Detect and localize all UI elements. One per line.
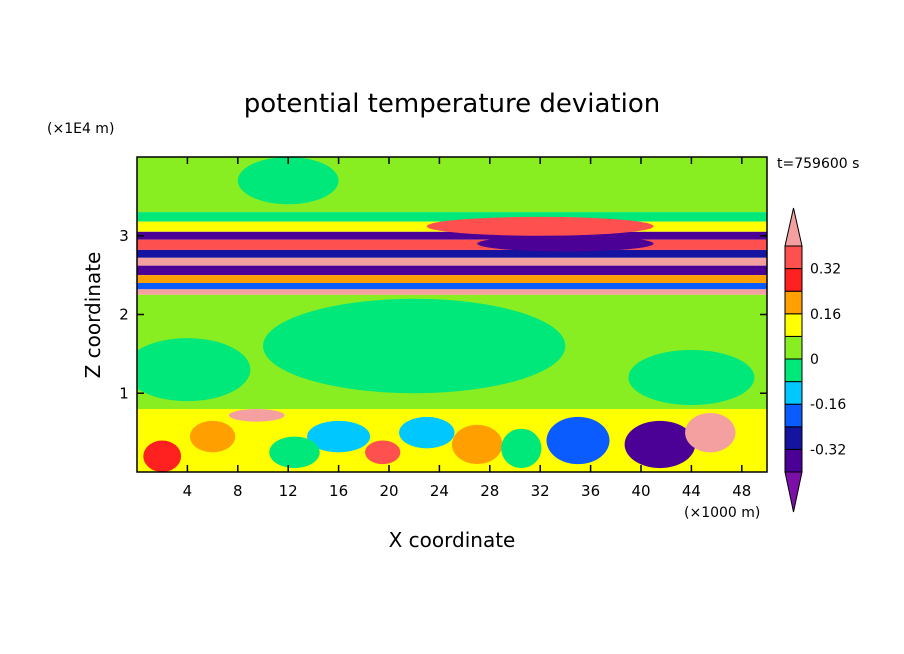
features-layer	[137, 157, 755, 472]
field-feature	[189, 420, 236, 453]
plot-area	[137, 157, 767, 472]
y-axis: 1 2 3	[119, 227, 767, 402]
colorbar-swatch	[784, 335, 803, 360]
colorbar-tick-label: 0.16	[810, 307, 841, 323]
field-feature	[228, 409, 285, 422]
y-unit-label: (×1E4 m)	[47, 121, 114, 137]
y-tick-label: 3	[119, 227, 129, 245]
field-feature	[307, 420, 371, 453]
field-feature	[263, 298, 566, 394]
x-axis-label: X coordinate	[389, 528, 516, 552]
field-band	[137, 283, 767, 290]
chart-title: potential temperature deviation	[244, 89, 660, 119]
x-tick-label: 44	[682, 482, 701, 500]
colorbar-tick-label: -0.32	[810, 442, 846, 458]
x-tick-label: 4	[183, 482, 193, 500]
x-tick-label: 36	[581, 482, 600, 500]
colorbar: -0.32 -0.16 0 0.16 0.32	[784, 207, 846, 513]
y-tick-label: 1	[119, 384, 129, 402]
field-feature	[269, 436, 320, 469]
colorbar-swatch	[784, 426, 803, 450]
bands-layer	[137, 157, 767, 472]
field-band	[137, 212, 767, 222]
colorbar-swatch	[784, 448, 803, 473]
field-feature	[546, 416, 610, 465]
y-tick-label: 2	[119, 306, 129, 324]
time-label: t=759600 s	[777, 156, 859, 172]
x-tick-label: 48	[732, 482, 751, 500]
field-band	[137, 275, 767, 283]
field-feature	[137, 338, 251, 402]
field-feature	[426, 216, 654, 236]
x-tick-label: 40	[631, 482, 650, 500]
field-band	[137, 249, 767, 258]
field-feature	[389, 172, 541, 213]
colorbar-tick-label: 0	[810, 352, 819, 368]
field-feature	[501, 428, 542, 469]
field-feature	[477, 235, 654, 252]
x-tick-label: 24	[430, 482, 449, 500]
colorbar-tick-label: 0.32	[810, 262, 841, 278]
field-band	[137, 257, 767, 266]
colorbar-bottom-extension	[784, 471, 803, 513]
x-tick-label: 20	[379, 482, 398, 500]
field-feature	[685, 412, 736, 453]
colorbar-swatch	[784, 313, 803, 337]
field-feature	[628, 349, 755, 406]
x-tick-label: 28	[480, 482, 499, 500]
field-feature	[624, 420, 696, 469]
colorbar-swatch	[784, 290, 803, 315]
colorbar-top-extension	[784, 207, 803, 247]
field-band	[137, 289, 767, 295]
colorbar-swatch	[784, 403, 803, 428]
colorbar-swatch	[784, 381, 803, 405]
x-axis: 4 8 12 16 20 24 28 32 36 40 44 48	[183, 157, 751, 500]
x-unit-label: (×1000 m)	[684, 505, 760, 521]
x-tick-label: 32	[531, 482, 550, 500]
field-feature	[143, 440, 182, 472]
colorbar-tick-label: -0.16	[810, 397, 846, 413]
y-axis-label: Z coordinate	[81, 252, 105, 379]
field-feature	[452, 424, 503, 465]
x-tick-label: 12	[279, 482, 298, 500]
field-feature	[399, 416, 455, 449]
x-tick-label: 8	[233, 482, 243, 500]
x-tick-label: 16	[329, 482, 348, 500]
colorbar-swatch	[784, 268, 803, 292]
field-feature	[237, 157, 339, 205]
colorbar-swatch	[784, 245, 803, 270]
field-band	[137, 239, 767, 250]
field-feature	[365, 440, 401, 465]
field-band	[137, 231, 767, 240]
field-band	[137, 265, 767, 276]
colorbar-swatch	[784, 358, 803, 383]
